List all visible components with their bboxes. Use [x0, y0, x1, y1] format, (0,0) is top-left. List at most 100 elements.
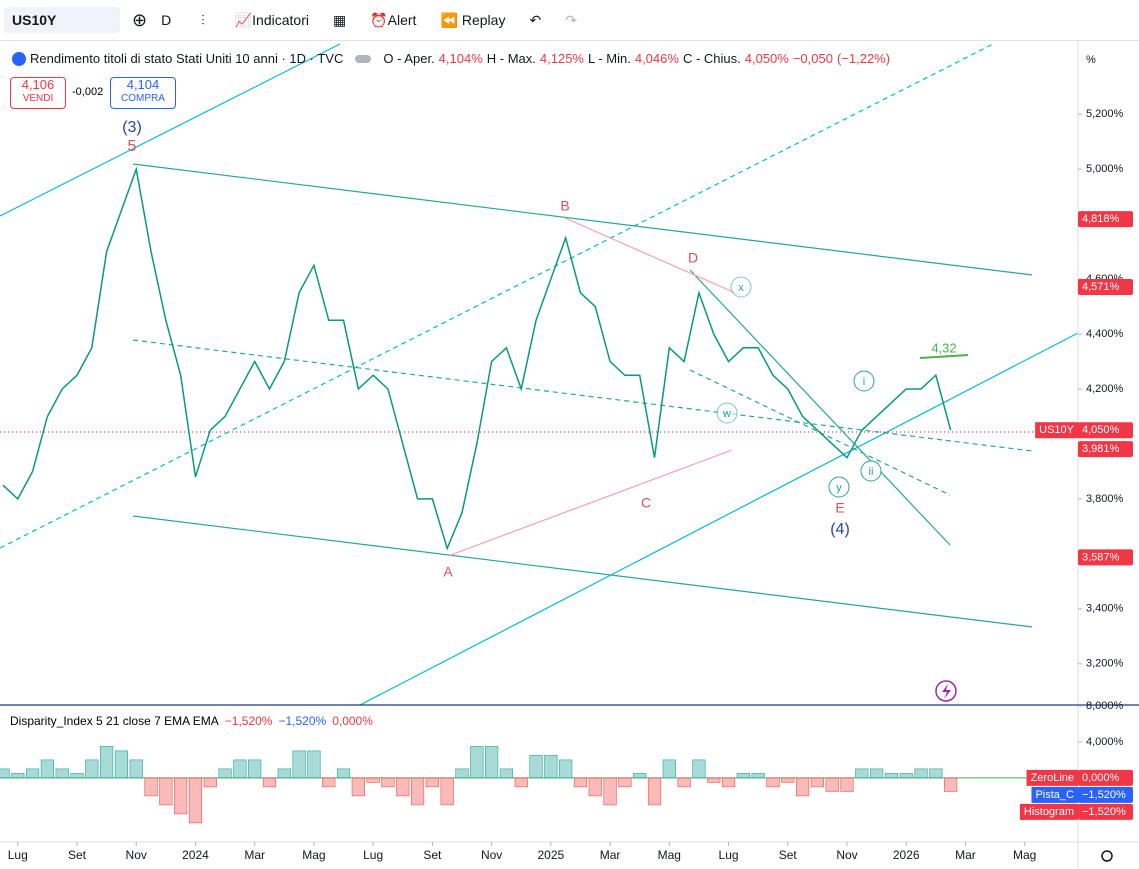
y-tick-label: 4,200%	[1086, 383, 1124, 395]
histogram-bar	[336, 768, 351, 779]
indicator-tag	[1078, 786, 1133, 803]
wave-label: x	[738, 282, 744, 294]
histogram-bar	[929, 768, 943, 779]
histogram-bar	[485, 746, 499, 779]
histogram-bar	[174, 777, 188, 815]
buy-button[interactable]: 4,104 COMPRA	[110, 77, 176, 109]
histogram-bar	[618, 777, 632, 788]
legend-label: O - Aper.	[383, 51, 435, 66]
y-tick-label: 4,400%	[1086, 328, 1124, 340]
annotations: (3) 5 B D x i w ii y E (4) C A 4,32	[122, 119, 956, 579]
wave-label: (4)	[830, 521, 850, 538]
chart-type-button[interactable]: ⫶	[201, 11, 205, 28]
wave-circle	[860, 460, 882, 482]
wave-label: A	[443, 564, 453, 580]
indicator-tag-name: Pista_C	[1035, 789, 1074, 801]
histogram-bar	[396, 777, 410, 797]
sell-button[interactable]: 4,106 VENDI	[10, 77, 66, 109]
x-tick-label: Mar	[600, 848, 621, 862]
price-tag	[1078, 279, 1133, 296]
x-tick-label: Mag	[658, 848, 681, 862]
market-status	[355, 54, 372, 63]
histogram-bar	[25, 768, 40, 779]
histogram-bar	[351, 777, 365, 797]
indicators-button[interactable]: Indicatori	[252, 12, 309, 28]
histogram-bar	[751, 773, 765, 779]
histogram-bar	[159, 777, 173, 806]
toolbar: US10Y ⊕ D ⫶ 📈 Indicatori ▦ ⏰ Alert ⏪ Rep…	[0, 0, 1139, 41]
y-tick-label: 4,000%	[1086, 736, 1124, 748]
price-tag-label: 3,587%	[1082, 551, 1120, 563]
histogram-bar	[218, 768, 232, 779]
wave-circle	[853, 370, 875, 392]
indicator-tag-name: ZeroLine	[1031, 772, 1074, 784]
trend-line	[447, 449, 733, 557]
histogram-bar	[470, 746, 484, 779]
y-tick-label: 3,800%	[1086, 493, 1124, 505]
wave-label: 5	[128, 138, 137, 155]
trend-line	[689, 269, 951, 546]
legend: Rendimento titoli di stato Stati Uniti 1…	[12, 51, 890, 66]
histogram-bar	[85, 759, 99, 779]
last-price-tag-name-bg	[1035, 422, 1079, 439]
layout-button[interactable]: ▦	[332, 11, 347, 28]
histogram-bar	[114, 750, 129, 779]
wave-label: B	[560, 198, 569, 214]
histogram-bar	[736, 773, 750, 779]
histogram-bar	[707, 777, 721, 783]
undo-button[interactable]: ↶	[529, 11, 542, 28]
settings-icon[interactable]	[1101, 850, 1113, 862]
x-tick-label: Nov	[126, 848, 147, 862]
histogram-bar	[11, 773, 25, 779]
drawings	[0, 40, 1139, 869]
histogram-bar	[588, 777, 602, 797]
wave-label: w	[722, 408, 731, 420]
channel-line	[132, 339, 1033, 452]
legend-change: −0,050	[792, 51, 833, 66]
histogram-bar	[144, 777, 158, 797]
replay-button[interactable]: Replay	[461, 12, 506, 28]
indicator-legend: Disparity_Index 5 21 close 7 EMA EMA −1,…	[10, 714, 373, 728]
indicator-tag-name-bg	[1026, 769, 1078, 786]
level-line	[919, 354, 969, 359]
price-tag-label: 4,818%	[1082, 213, 1120, 225]
wave-circle	[730, 276, 752, 298]
histogram-bar	[262, 777, 277, 788]
legend-value: 4,125%	[539, 51, 584, 66]
x-tick-label: Lug	[363, 848, 383, 862]
histogram-bar	[573, 777, 588, 788]
interval[interactable]: D	[161, 12, 172, 28]
replay-icon: ⏪	[440, 11, 458, 28]
histogram-bar	[692, 759, 706, 779]
spread: -0,002	[72, 86, 104, 98]
redo-button[interactable]: ↷	[565, 11, 577, 28]
wave-label: ii	[869, 466, 874, 478]
alert-button[interactable]: Alert	[387, 12, 417, 28]
trend-line	[359, 332, 1079, 706]
symbol[interactable]: US10Y	[4, 7, 120, 33]
histogram-bar	[248, 759, 262, 779]
alert-icon: ⏰	[370, 11, 388, 28]
y-tick-label: 5,200%	[1086, 108, 1124, 120]
histogram-bar	[425, 777, 439, 788]
x-tick-label: 2025	[537, 848, 564, 862]
histogram-bar	[899, 773, 913, 779]
x-tick-label: Mag	[1013, 848, 1036, 862]
level-label: 4,32	[931, 340, 956, 355]
sell-price: 4,106	[21, 77, 55, 92]
histogram-bar	[633, 773, 647, 779]
x-tick-label: Lug	[719, 848, 739, 862]
compare-button[interactable]: ⊕	[132, 9, 148, 30]
x-tick-label: Set	[423, 848, 442, 862]
price-tag	[1078, 441, 1133, 458]
y-tick-label: 5,000%	[1086, 163, 1124, 175]
histogram-bar	[129, 759, 143, 779]
alert-icon[interactable]	[935, 680, 957, 702]
channel-line	[132, 515, 1033, 628]
histogram-bar	[100, 746, 114, 779]
flag-icon	[12, 51, 26, 66]
histogram-bar	[455, 768, 469, 779]
histogram-bar	[514, 777, 528, 788]
histogram-bar	[499, 768, 514, 779]
